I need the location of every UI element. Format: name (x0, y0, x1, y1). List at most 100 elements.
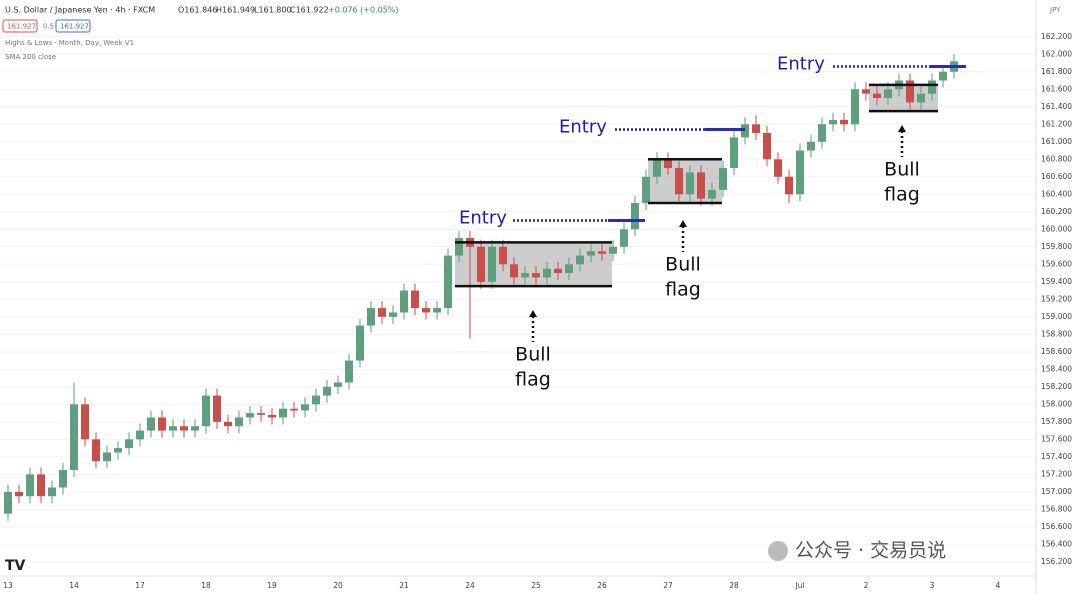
x-tick-label: 13 (3, 581, 13, 590)
candle-body (576, 255, 584, 265)
y-tick-label: 159.200 (1041, 294, 1072, 303)
candle-body (147, 417, 155, 431)
indicator[interactable]: SMA 200 close (5, 53, 56, 61)
y-tick-label: 158.200 (1041, 382, 1072, 391)
candle-body (829, 119, 837, 125)
candle-body (268, 414, 276, 418)
candle-body (37, 474, 45, 497)
candle-body (59, 469, 67, 488)
y-tick-label: 159.600 (1041, 259, 1072, 268)
candle-body (939, 71, 947, 81)
candle-body (851, 89, 859, 125)
candle-body (444, 255, 452, 309)
flag-label: flag (665, 279, 701, 301)
candle-body (763, 133, 771, 160)
candle-body (719, 168, 727, 190)
candle-body (862, 89, 870, 94)
candle-body (15, 491, 23, 497)
y-tick-label: 160.800 (1041, 154, 1072, 163)
x-tick-label: 20 (333, 581, 343, 590)
x-tick-label: 25 (531, 581, 541, 590)
entry-label: Entry (777, 54, 825, 75)
candle-body (521, 273, 529, 278)
axes: 156.200 156.400 156.600 156.800 157.000 157.2… (3, 32, 1072, 590)
flag-label: flag (884, 184, 920, 206)
candle-body (257, 413, 265, 415)
candle-body (389, 312, 397, 317)
y-tick-label: 156.600 (1041, 522, 1072, 531)
y-tick-label: 159.800 (1041, 242, 1072, 251)
candle-body (70, 404, 78, 470)
candle-body (928, 80, 936, 94)
candles (4, 54, 958, 521)
flag-label: Bull (884, 159, 920, 181)
candle-body (631, 203, 639, 230)
ask-badge[interactable] (55, 19, 91, 33)
candle-body (202, 395, 210, 427)
y-tick-label: 157.200 (1041, 469, 1072, 478)
ohlc-low: L161.800 (254, 6, 292, 15)
y-tick-label: 158.400 (1041, 364, 1072, 373)
entry-label: Entry (559, 117, 607, 138)
ask: 161.927 (60, 23, 89, 31)
y-tick-label: 156.200 (1041, 557, 1072, 566)
candle-body (180, 426, 188, 431)
watermark: 公众号 · 交易员说 (795, 540, 946, 562)
y-tick-label: 157.400 (1041, 452, 1072, 461)
candle-body (642, 176, 650, 204)
candle-body (675, 168, 683, 195)
arrow-head (679, 220, 687, 227)
currency-label: JPY (1049, 6, 1061, 14)
y-tick-label: 160.200 (1041, 207, 1072, 216)
candle-body (620, 229, 628, 247)
candle-body (367, 308, 375, 326)
y-tick-label: 159.400 (1041, 277, 1072, 286)
candle-body (213, 395, 221, 422)
candle-body (774, 159, 782, 177)
entry-label: Entry (459, 208, 507, 229)
candle-body (158, 417, 166, 431)
candle-body (840, 119, 848, 125)
y-tick-label: 157.000 (1041, 487, 1072, 496)
candle-body (422, 308, 430, 313)
candle-body (246, 413, 254, 418)
candle-body (279, 408, 287, 418)
candle-body (730, 137, 738, 169)
y-tick-label: 160.000 (1041, 224, 1072, 233)
annotations-front: Bull flag Bull flag Bull flag Entry Entry Entry (455, 54, 966, 391)
candle-body (235, 417, 243, 427)
x-tick-label: 19 (267, 581, 277, 590)
ohlc-close: C161.922 (290, 6, 329, 15)
candle-body (312, 395, 320, 405)
x-tick-label: 26 (597, 581, 607, 590)
candle-body (488, 246, 496, 282)
candle-body (455, 238, 463, 256)
candle-body (554, 268, 562, 274)
candle-body (510, 264, 518, 278)
candle-body (796, 150, 804, 195)
candle-body (81, 404, 89, 440)
candle-body (4, 491, 12, 514)
indicator[interactable]: Highs & Lows · Month, Day, Week V1 (5, 39, 134, 47)
candle-body (906, 80, 914, 103)
bid-badge[interactable] (2, 19, 38, 33)
candle-body (290, 408, 298, 411)
y-tick-label: 162.200 (1041, 32, 1072, 41)
y-tick-label: 161.400 (1041, 102, 1072, 111)
y-tick-label: 161.200 (1041, 119, 1072, 128)
candle-body (125, 439, 133, 449)
candle-body (433, 308, 441, 313)
x-tick-label: 2 (864, 581, 869, 590)
y-tick-label: 158.600 (1041, 347, 1072, 356)
candle-body (818, 124, 826, 142)
x-tick-label: 14 (69, 581, 79, 590)
candle-body (873, 93, 881, 99)
candle-body (587, 251, 595, 256)
candle-body (378, 308, 386, 317)
y-tick-label: 159.000 (1041, 312, 1072, 321)
candle-body (114, 448, 122, 453)
candle-body (653, 159, 661, 177)
candle-body (103, 452, 111, 462)
candle-body (136, 430, 144, 440)
